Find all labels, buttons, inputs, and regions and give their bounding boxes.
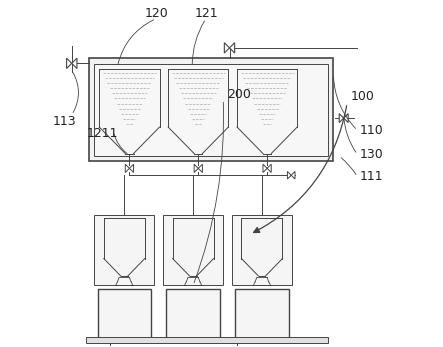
Polygon shape bbox=[194, 164, 198, 172]
Bar bbox=[94, 64, 328, 156]
Polygon shape bbox=[263, 164, 267, 172]
Text: 121: 121 bbox=[194, 7, 218, 20]
Bar bbox=[232, 215, 292, 285]
Polygon shape bbox=[339, 113, 344, 122]
Polygon shape bbox=[66, 58, 72, 68]
Polygon shape bbox=[224, 43, 229, 53]
Text: 100: 100 bbox=[350, 90, 374, 103]
Polygon shape bbox=[72, 58, 77, 68]
Text: 130: 130 bbox=[359, 148, 383, 161]
Text: 111: 111 bbox=[359, 170, 383, 184]
Bar bbox=[100, 346, 119, 347]
Bar bbox=[235, 289, 289, 340]
Text: 120: 120 bbox=[144, 7, 168, 20]
Text: 113: 113 bbox=[53, 115, 77, 128]
Polygon shape bbox=[344, 113, 348, 122]
Polygon shape bbox=[267, 164, 271, 172]
Bar bbox=[89, 58, 334, 161]
Bar bbox=[94, 215, 154, 285]
Polygon shape bbox=[125, 164, 129, 172]
Text: 110: 110 bbox=[359, 124, 383, 137]
Bar bbox=[97, 289, 151, 340]
Polygon shape bbox=[198, 164, 202, 172]
Text: 200: 200 bbox=[227, 88, 251, 101]
Polygon shape bbox=[288, 171, 291, 179]
Text: 1211: 1211 bbox=[87, 127, 118, 141]
Bar bbox=[227, 346, 247, 347]
Polygon shape bbox=[229, 43, 235, 53]
Bar bbox=[85, 337, 328, 343]
Polygon shape bbox=[129, 164, 133, 172]
Bar bbox=[163, 215, 223, 285]
Bar bbox=[167, 289, 220, 340]
Polygon shape bbox=[291, 171, 295, 179]
